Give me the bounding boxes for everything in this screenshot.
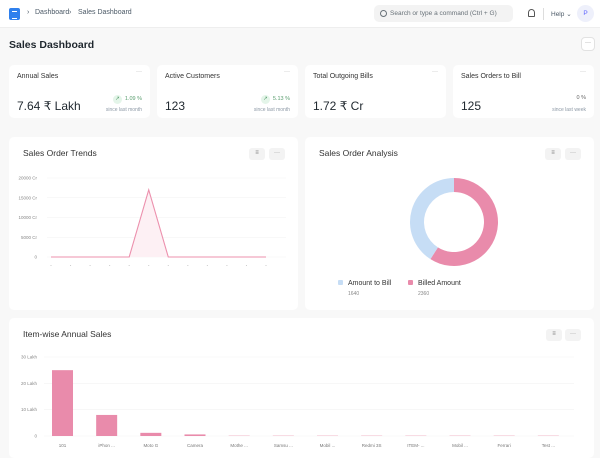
sales-order-trends-card: Sales Order Trends ≡ ··· 0 5000 Cr 10000 C… (9, 137, 298, 310)
donut-chart: Amount to Bill 1640 Billed Amount 2360 (338, 178, 498, 297)
breadcrumb-separator: › (69, 9, 72, 16)
page-title: Sales Dashboard (9, 39, 95, 51)
legend-swatch (408, 280, 413, 285)
line-series (51, 187, 266, 258)
bar (361, 435, 383, 436)
divider (543, 8, 544, 20)
bar (405, 435, 427, 436)
y-tick-label: 20 Lakh (21, 381, 38, 386)
bar (493, 435, 515, 436)
change-percent: ↗ 5.13 % (260, 95, 290, 104)
stat-card: Sales Orders to Bill ··· 125 0 % since l… (453, 65, 594, 118)
change-value: 1.09 % (124, 96, 142, 102)
search-input[interactable]: Search or type a command (Ctrl + G) (374, 5, 513, 22)
bar (52, 370, 73, 436)
card-title: Sales Orders to Bill (461, 73, 521, 80)
x-tick-label: Moto G (143, 443, 158, 448)
arrow-up-right-icon: ↗ (112, 95, 122, 104)
legend-value: 2360 (418, 291, 429, 297)
bell-icon[interactable] (528, 9, 535, 17)
x-tick-label: Mobil ... (320, 443, 336, 448)
y-tick-label: 30 Lakh (21, 355, 38, 360)
breadcrumb-dashboard[interactable]: Dashboard (35, 9, 70, 16)
card-value: 125 (461, 99, 482, 113)
more-options-button[interactable]: ··· (565, 329, 581, 341)
legend-label: Amount to Bill (348, 280, 392, 287)
line-chart: 0 5000 Cr 10000 Cr 15000 Cr 20000 Cr (18, 176, 286, 266)
card-value: 7.64 ₹ Lakh (17, 99, 81, 113)
change-value: 5.13 % (272, 96, 290, 102)
arrow-up-right-icon: ↗ (260, 95, 270, 104)
chart-title: Sales Order Trends (23, 148, 97, 158)
card-menu-button[interactable]: ··· (284, 69, 290, 75)
y-tick-label: 0 (34, 434, 37, 439)
change-percent: 0 % (577, 95, 586, 101)
y-tick-label: 15000 Cr (18, 195, 37, 200)
bar (140, 432, 162, 436)
bar (96, 414, 118, 436)
since-label: since last week (552, 107, 586, 113)
since-label: since last month (253, 107, 290, 113)
x-tick-label: Test ... (542, 443, 555, 448)
donut-slice (430, 178, 498, 266)
card-title: Annual Sales (17, 73, 59, 80)
card-value: 123 (165, 99, 186, 113)
more-options-button[interactable]: ··· (565, 148, 581, 160)
x-tick-label: Mobil ... (452, 443, 468, 448)
legend-value: 1640 (348, 291, 359, 297)
x-tick-label: Camera (187, 443, 204, 448)
donut-slice (410, 178, 454, 260)
help-dropdown[interactable]: Help ⌄ (551, 10, 572, 18)
y-tick-label: 0 (34, 255, 37, 260)
bar (272, 435, 294, 436)
change-percent: ↗ 1.09 % (112, 95, 142, 104)
stat-card: Total Outgoing Bills ··· 1.72 ₹ Cr (305, 65, 446, 118)
x-tick-label: 101 (59, 443, 67, 448)
card-title: Active Customers (165, 73, 220, 80)
card-menu-button[interactable]: ··· (432, 69, 438, 75)
x-tick-label: ITEM- ... (407, 443, 424, 448)
card-title: Total Outgoing Bills (313, 73, 373, 80)
bar-chart: 0 10 Lakh 20 Lakh 30 Lakh 101 iPhon ... Moto G… (21, 355, 574, 448)
more-options-button[interactable]: ··· (269, 148, 285, 160)
chart-title: Sales Order Analysis (319, 148, 398, 158)
x-tick-label: iPhon ... (98, 443, 115, 448)
item-wise-annual-sales-card: Item-wise Annual Sales ≡ ··· 0 10 Lakh 20 … (9, 318, 594, 458)
breadcrumb-sales-dashboard[interactable]: Sales Dashboard (78, 9, 132, 16)
filter-button[interactable]: ≡ (249, 148, 265, 160)
x-tick-label: Samsu ... (274, 443, 293, 448)
change-value: 0 % (576, 95, 586, 101)
card-value: 1.72 ₹ Cr (313, 99, 364, 113)
stat-card: Active Customers ··· 123 ↗ 5.13 % since l… (157, 65, 298, 118)
sales-order-analysis-card: Sales Order Analysis ≡ ··· Amount to Bil… (305, 137, 594, 310)
filter-button[interactable]: ≡ (545, 148, 561, 160)
chart-title: Item-wise Annual Sales (23, 329, 112, 339)
breadcrumb-separator: › (27, 9, 30, 16)
y-tick-label: 10000 Cr (18, 215, 37, 220)
x-tick-label: Redmi 3S (362, 443, 382, 448)
page-menu-button[interactable]: ··· (581, 37, 595, 51)
avatar[interactable]: P (577, 5, 594, 22)
help-label: Help (551, 11, 565, 18)
since-label: since last month (105, 107, 142, 113)
bar (228, 435, 250, 436)
card-menu-button[interactable]: ··· (580, 69, 586, 75)
filter-button[interactable]: ≡ (546, 329, 562, 341)
legend-swatch (338, 280, 343, 285)
y-tick-label: 5000 Cr (21, 235, 38, 240)
bar (184, 434, 206, 436)
x-tick-label: Mothe ... (230, 443, 248, 448)
y-tick-label: 20000 Cr (18, 176, 37, 181)
app-logo[interactable] (9, 8, 20, 20)
legend-label: Billed Amount (418, 280, 461, 287)
navbar: › Dashboard › Sales Dashboard Search or … (0, 0, 600, 28)
stat-card: Annual Sales ··· 7.64 ₹ Lakh ↗ 1.09 % sin… (9, 65, 150, 118)
bar (537, 435, 559, 436)
bar (449, 435, 471, 436)
x-tick-label: Ferrari (498, 443, 511, 448)
bar (317, 435, 338, 436)
card-menu-button[interactable]: ··· (136, 69, 142, 75)
chevron-down-icon: ⌄ (566, 11, 572, 18)
y-tick-label: 10 Lakh (21, 407, 38, 412)
